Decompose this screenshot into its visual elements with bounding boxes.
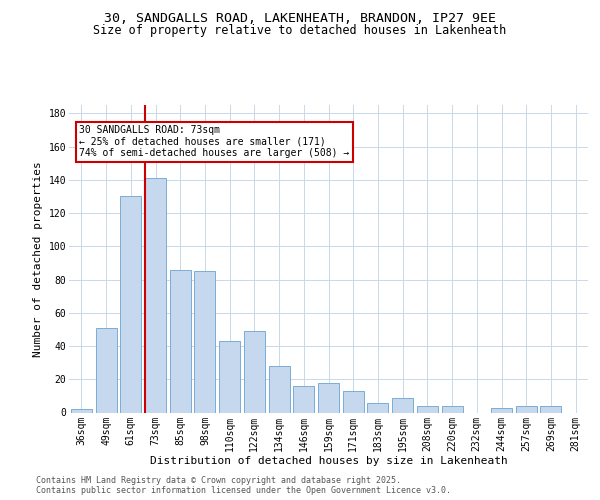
Bar — [442, 406, 463, 412]
Bar — [491, 408, 512, 412]
Bar — [392, 398, 413, 412]
Text: 30 SANDGALLS ROAD: 73sqm
← 25% of detached houses are smaller (171)
74% of semi-: 30 SANDGALLS ROAD: 73sqm ← 25% of detach… — [79, 125, 350, 158]
Text: Contains HM Land Registry data © Crown copyright and database right 2025.
Contai: Contains HM Land Registry data © Crown c… — [36, 476, 451, 495]
Bar — [244, 331, 265, 412]
Bar — [516, 406, 537, 412]
Bar — [194, 271, 215, 412]
Bar — [367, 402, 388, 412]
Bar — [120, 196, 141, 412]
Text: 30, SANDGALLS ROAD, LAKENHEATH, BRANDON, IP27 9EE: 30, SANDGALLS ROAD, LAKENHEATH, BRANDON,… — [104, 12, 496, 26]
Y-axis label: Number of detached properties: Number of detached properties — [33, 161, 43, 356]
Bar — [170, 270, 191, 412]
Bar — [95, 328, 116, 412]
X-axis label: Distribution of detached houses by size in Lakenheath: Distribution of detached houses by size … — [149, 456, 508, 466]
Bar — [541, 406, 562, 412]
Bar — [219, 341, 240, 412]
Bar — [293, 386, 314, 412]
Bar — [343, 391, 364, 412]
Bar — [71, 409, 92, 412]
Text: Size of property relative to detached houses in Lakenheath: Size of property relative to detached ho… — [94, 24, 506, 37]
Bar — [269, 366, 290, 412]
Bar — [318, 382, 339, 412]
Bar — [145, 178, 166, 412]
Bar — [417, 406, 438, 412]
